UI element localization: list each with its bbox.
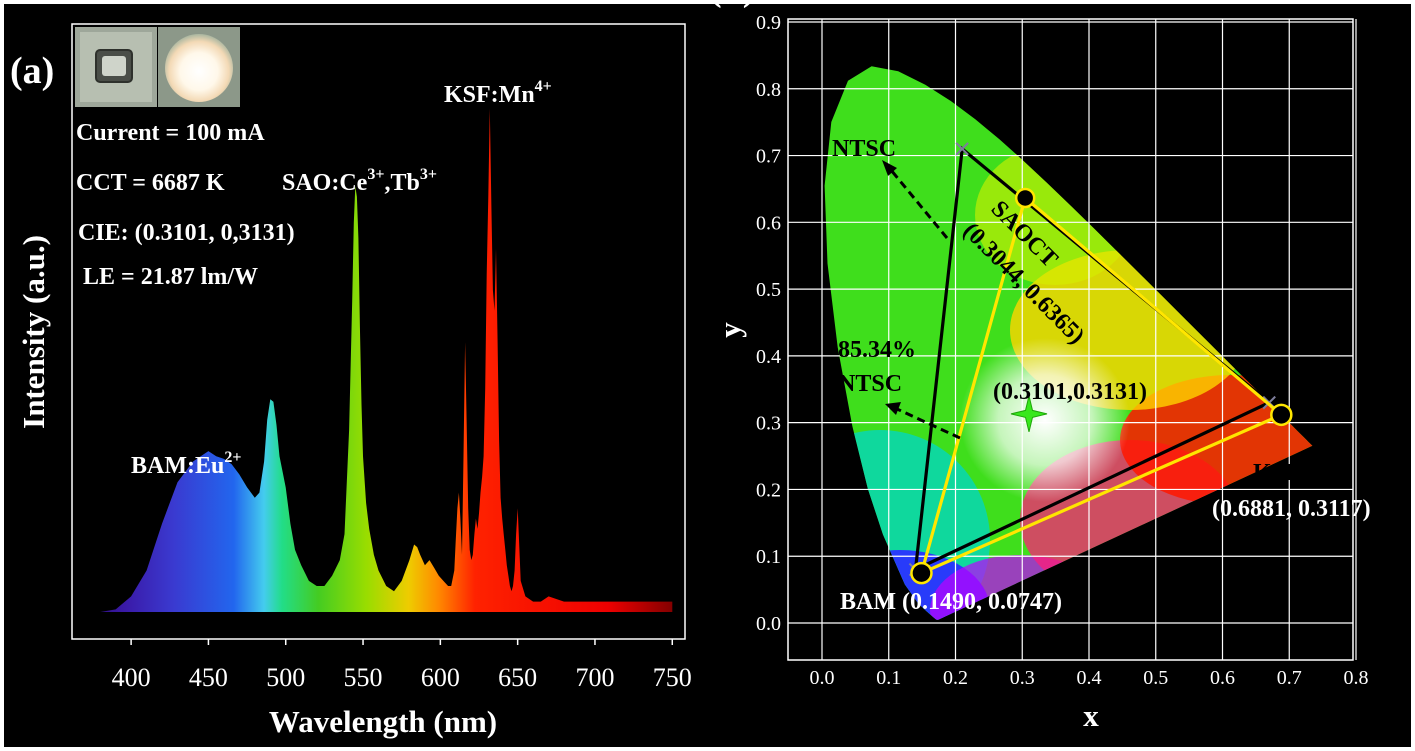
panel-a-x-tick-label: 400	[112, 663, 151, 692]
ntsc-label: NTSC	[832, 136, 896, 162]
panel-a-background	[4, 4, 742, 747]
panel-b-x-tick-label: 0.0	[810, 667, 835, 689]
ntsc-arrows	[882, 160, 961, 440]
panel-a-x-axis-label: Wavelength (nm)	[269, 704, 497, 739]
panel-b-y-tick-label: 0.8	[756, 79, 781, 101]
panel-a-plot-frame	[71, 23, 686, 640]
panel-b-y-tick-label: 0.4	[756, 346, 781, 368]
panel-a-x-tick-label: 500	[266, 663, 305, 692]
panel-a-x-tick-label: 700	[575, 663, 614, 692]
phosphor-point-ksf	[1270, 403, 1293, 427]
panel-b-x-tick-label: 0.8	[1344, 667, 1369, 689]
panel-b-y-axis-label: y	[712, 322, 747, 338]
phosphor-triangle	[919, 195, 1285, 576]
peak-label-sao-sup2: 3+	[420, 166, 437, 183]
panel-b-x-tick-label: 0.1	[876, 667, 901, 689]
panel-a-x-axis: 400 450 500 550 600 650 700 750	[112, 639, 692, 692]
panel-b-y-tick-label: 0.3	[756, 413, 781, 435]
panel-b-x-tick-label: 0.3	[1010, 667, 1035, 689]
panel-a-y-axis-label: Intensity (a.u.)	[16, 235, 51, 429]
bam-label: BAM (0.1490, 0.0747)	[840, 589, 1062, 615]
panel-b-x-tick-label: 0.4	[1077, 667, 1102, 689]
panel-b-x-axis-label: x	[1083, 698, 1099, 733]
panel-b-x-tick-label: 0.6	[1210, 667, 1235, 689]
peak-label-ksf: KSF:Mn4+	[444, 78, 552, 108]
ratio-label: 85.34%	[838, 337, 916, 363]
ntsc-arrow-head-icon	[882, 160, 897, 176]
panel-b-y-tick-label: 0.9	[756, 12, 781, 34]
panel-a-x-tick-label: 550	[344, 663, 383, 692]
current-annotation: Current = 100 mA	[76, 120, 265, 146]
panel-a-x-tick-label: 750	[653, 663, 692, 692]
panel-b-plot-frame	[787, 18, 1354, 661]
panel-a-label: (a)	[10, 50, 54, 92]
peak-label-sao: SAO:Ce3+,Tb3+	[282, 166, 437, 196]
peak-label-ksf-sup: 4+	[535, 78, 552, 95]
ratio-ntsc-label: NTSC	[838, 371, 902, 397]
panel-b: (b) NTSC 85.34% NTSC (0.3101,0.3131) SAO…	[693, 0, 1411, 747]
peak-label-sao-base: SAO:Ce	[282, 170, 368, 196]
cie-annotation: CIE: (0.3101, 0,3131)	[78, 220, 295, 246]
panel-a-x-tick-label: 450	[189, 663, 228, 692]
led-glow-icon	[165, 34, 233, 102]
panel-a-x-tick-label: 650	[498, 663, 537, 692]
white-point-star	[1010, 395, 1048, 433]
le-annotation: LE = 21.87 lm/W	[83, 264, 258, 290]
panel-b-x-tick-label: 0.5	[1143, 667, 1168, 689]
panel-a: (a) Current = 100 mA CCT = 6687 K CIE: (…	[4, 4, 742, 747]
panel-b-axes: 0.0 0.1 0.2 0.3 0.4 0.5 0.6 0.7 0.8 0.0 0.1 0.2 0.3 0…	[756, 12, 1369, 689]
panel-b-y-tick-label: 0.1	[756, 546, 781, 568]
ntsc-arrow-line	[889, 169, 949, 239]
peak-label-bam-base: BAM:Eu	[131, 453, 224, 479]
phosphor-point-saoct	[1014, 187, 1036, 209]
peak-label-ksf-base: KSF:Mn	[444, 82, 535, 108]
phosphor-point-bam	[910, 561, 933, 585]
peak-label-sao-mid: ,Tb	[384, 170, 419, 196]
panel-b-x-tick-label: 0.7	[1277, 667, 1302, 689]
peak-label-sao-sup1: 3+	[367, 166, 384, 183]
phosphor-triangle-outline	[919, 195, 1285, 576]
ratio-arrow-head-icon	[885, 402, 901, 415]
peak-label-bam: BAM:Eu2+	[131, 449, 241, 479]
ksf-coord-label: (0.6881, 0.3117)	[1212, 496, 1371, 522]
phosphor-points	[910, 187, 1293, 585]
panel-b-y-tick-label: 0.5	[756, 279, 781, 301]
ntsc-vertex-marker	[955, 142, 969, 156]
panel-b-y-tick-label: 0.0	[756, 613, 781, 635]
panel-b-label: (b)	[709, 0, 755, 9]
panel-a-x-tick-label: 600	[421, 663, 460, 692]
ratio-arrow-line	[896, 407, 961, 440]
white-point-star-icon	[1010, 395, 1048, 433]
panel-b-grid	[788, 19, 1357, 660]
ksf-label: KSF	[1253, 460, 1300, 486]
panel-b-x-tick-label: 0.2	[943, 667, 968, 689]
cct-annotation: CCT = 6687 K	[76, 170, 225, 196]
led-photos	[75, 27, 240, 107]
panel-b-y-tick-label: 0.2	[756, 479, 781, 501]
spectrum-area	[84, 108, 673, 612]
white-point-label: (0.3101,0.3131)	[993, 379, 1147, 405]
panel-b-y-tick-label: 0.7	[756, 146, 781, 168]
peak-label-bam-sup: 2+	[224, 449, 241, 466]
panel-b-y-tick-label: 0.6	[756, 212, 781, 234]
